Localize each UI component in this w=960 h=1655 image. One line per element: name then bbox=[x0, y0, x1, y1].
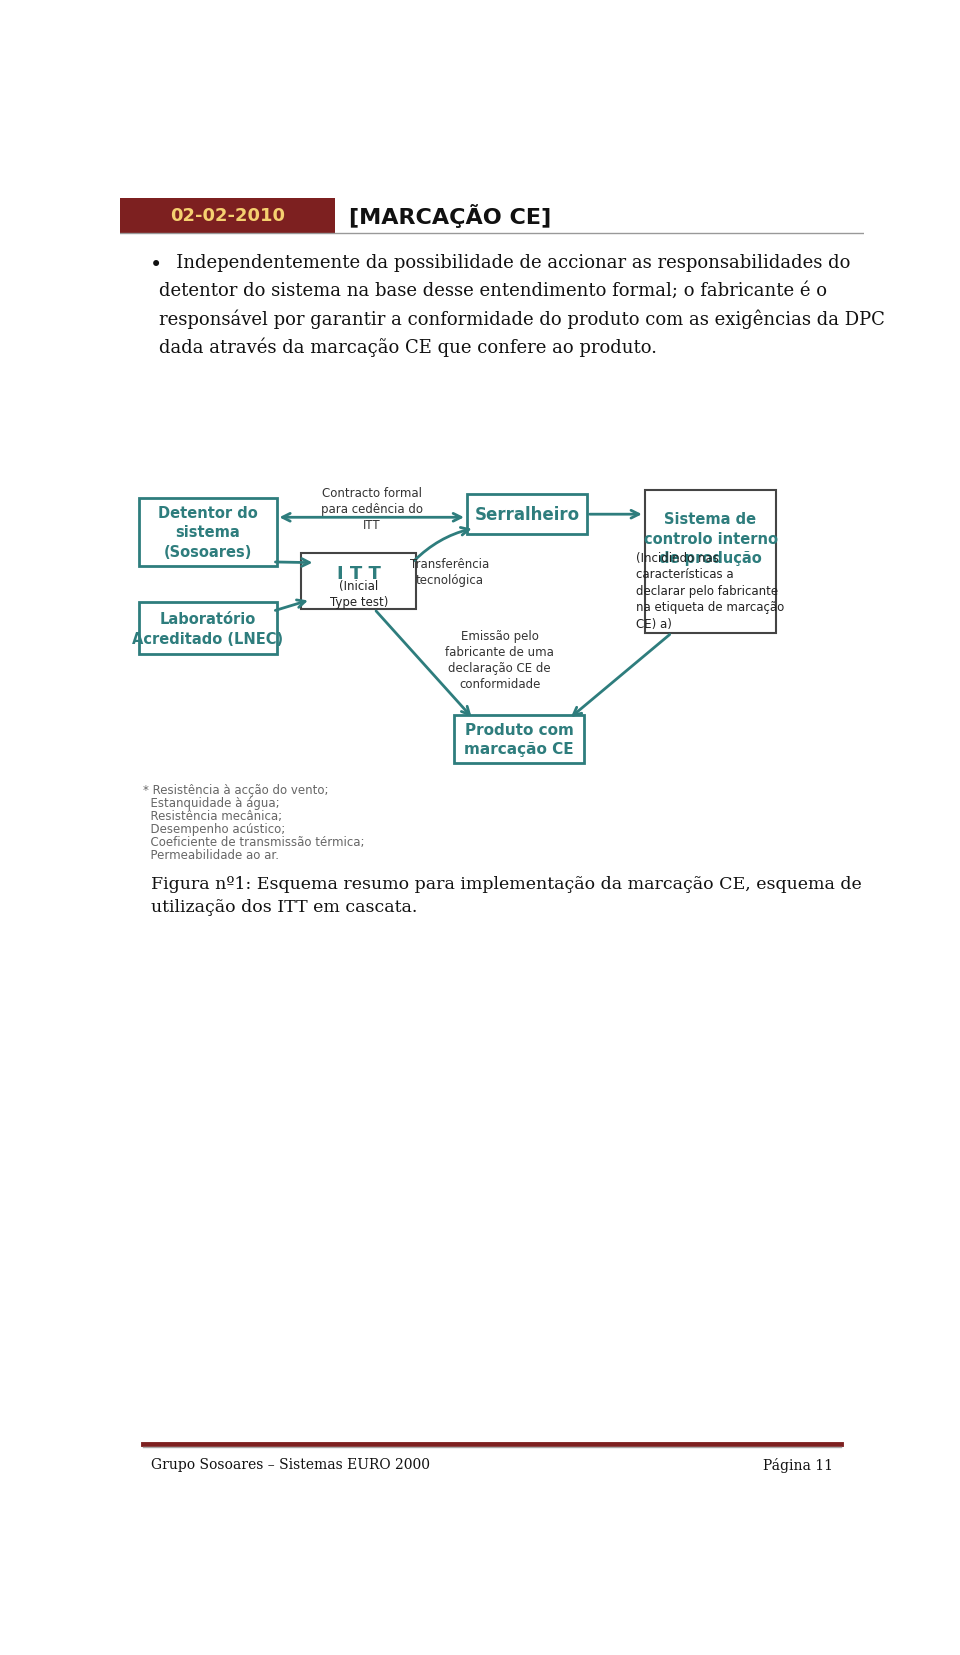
Text: (Inicial
Type test): (Inicial Type test) bbox=[329, 579, 388, 609]
Text: Independentemente da possibilidade de accionar as responsabilidades do: Independentemente da possibilidade de ac… bbox=[158, 253, 851, 271]
Bar bbox=[454, 715, 585, 763]
Text: Permeabilidade ao ar.: Permeabilidade ao ar. bbox=[143, 849, 279, 862]
Text: * Resistência à acção do vento;: * Resistência à acção do vento; bbox=[143, 783, 328, 796]
Text: Página 11: Página 11 bbox=[763, 1456, 833, 1471]
Text: Emissão pelo
fabricante de uma
declaração CE de
conformidade: Emissão pelo fabricante de uma declaraçã… bbox=[445, 629, 554, 690]
Text: Contracto formal
para cedência do
ITT: Contracto formal para cedência do ITT bbox=[321, 487, 422, 531]
Text: Detentor do
sistema
(Sosoares): Detentor do sistema (Sosoares) bbox=[157, 505, 257, 559]
Bar bbox=[467, 495, 587, 535]
Bar bbox=[645, 492, 777, 634]
Text: Figura nº1: Esquema resumo para implementação da marcação CE, esquema de: Figura nº1: Esquema resumo para implemen… bbox=[151, 875, 862, 892]
Text: 02-02-2010: 02-02-2010 bbox=[170, 207, 285, 225]
Text: Serralheiro: Serralheiro bbox=[474, 506, 580, 525]
Text: Grupo Sosoares – Sistemas EURO 2000: Grupo Sosoares – Sistemas EURO 2000 bbox=[151, 1456, 430, 1471]
Text: Transferência
tecnológica: Transferência tecnológica bbox=[410, 558, 489, 588]
Text: Desempenho acústico;: Desempenho acústico; bbox=[143, 823, 285, 836]
Text: Coeficiente de transmissão térmica;: Coeficiente de transmissão térmica; bbox=[143, 836, 365, 849]
Text: Resistência mecânica;: Resistência mecânica; bbox=[143, 809, 282, 823]
Text: •: • bbox=[150, 257, 161, 275]
Text: responsável por garantir a conformidade do produto com as exigências da DPC: responsável por garantir a conformidade … bbox=[158, 309, 884, 329]
Text: [MARCAÇÃO CE]: [MARCAÇÃO CE] bbox=[348, 204, 551, 228]
Text: detentor do sistema na base desse entendimento formal; o fabricante é o: detentor do sistema na base desse entend… bbox=[158, 281, 827, 300]
Text: Laboratório
Acreditado (LNEC): Laboratório Acreditado (LNEC) bbox=[132, 611, 283, 645]
Bar bbox=[138, 498, 276, 566]
Text: I T T: I T T bbox=[337, 564, 380, 583]
Bar bbox=[120, 199, 335, 233]
Bar bbox=[138, 602, 276, 655]
Text: Sistema de
controlo interno
de produção: Sistema de controlo interno de produção bbox=[643, 511, 778, 566]
Text: Produto com
marcação CE: Produto com marcação CE bbox=[465, 722, 574, 756]
Text: dada através da marcação CE que confere ao produto.: dada através da marcação CE que confere … bbox=[158, 338, 657, 356]
Text: Estanquidade à água;: Estanquidade à água; bbox=[143, 796, 280, 809]
Text: (Incidindo nas
características a
declarar pelo fabricante
na etiqueta de marcaçã: (Incidindo nas características a declara… bbox=[636, 551, 784, 631]
Text: utilização dos ITT em cascata.: utilização dos ITT em cascata. bbox=[151, 899, 418, 915]
Bar bbox=[301, 554, 416, 609]
